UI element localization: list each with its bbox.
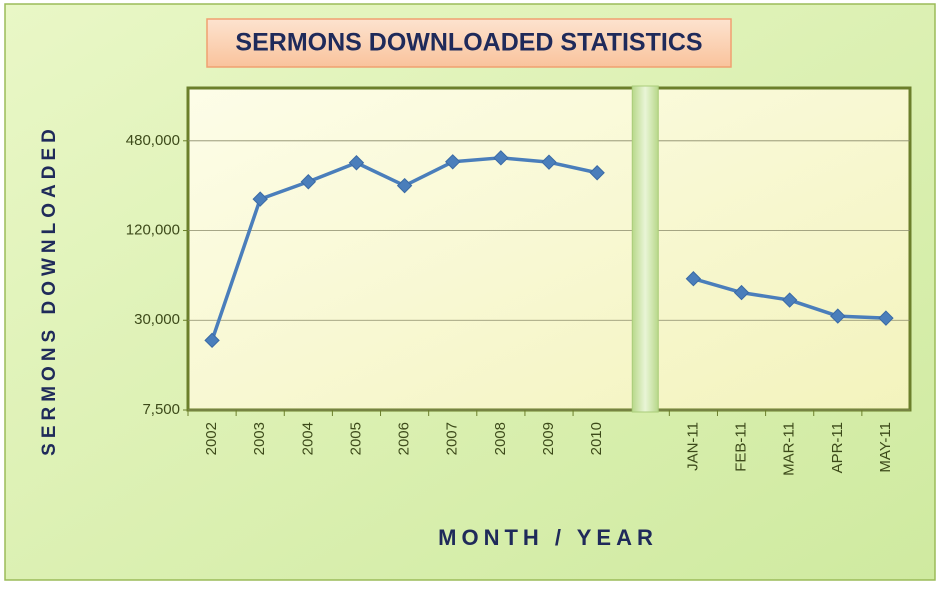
data-point xyxy=(733,284,750,301)
data-point xyxy=(300,174,317,190)
data-point xyxy=(445,154,461,170)
x-tick-label: 2010 xyxy=(588,422,605,455)
data-point xyxy=(589,165,605,181)
data-point xyxy=(878,310,894,326)
y-tick-label: 480,000 xyxy=(126,132,180,149)
data-point xyxy=(204,332,220,349)
y-tick-label: 7,500 xyxy=(142,401,180,418)
x-tick-label: 2005 xyxy=(347,422,364,455)
x-tick-label: 2007 xyxy=(444,422,461,455)
data-point xyxy=(348,155,365,171)
y-tick-label: 30,000 xyxy=(134,311,180,328)
x-tick-label: APR-11 xyxy=(829,422,846,473)
data-point xyxy=(685,271,702,287)
axis-break xyxy=(631,85,659,413)
x-tick-label: 2008 xyxy=(492,422,509,455)
x-tick-label: 2003 xyxy=(251,422,268,455)
data-point xyxy=(830,308,846,324)
x-tick-label: FEB-11 xyxy=(733,422,750,472)
plot-area xyxy=(186,86,912,412)
x-tick-label: MAY-11 xyxy=(877,422,894,473)
data-point xyxy=(541,154,557,170)
x-tick-label: JAN-11 xyxy=(684,422,701,471)
x-tick-label: 2006 xyxy=(396,422,413,455)
x-tick-label: 2004 xyxy=(299,422,316,455)
y-tick-label: 120,000 xyxy=(126,221,180,238)
data-point xyxy=(781,292,798,308)
x-tick-label: 2009 xyxy=(540,422,557,455)
y-axis-title: SERMONS DOWNLOADED xyxy=(39,124,60,456)
x-axis-title: MONTH / YEAR xyxy=(438,525,658,550)
x-tick-label: 2002 xyxy=(203,422,220,455)
data-point xyxy=(493,150,509,166)
chart-title: SERMONS DOWNLOADED STATISTICS xyxy=(235,29,702,57)
data-point xyxy=(396,177,413,194)
title-box xyxy=(206,18,732,68)
x-tick-label: MAR-11 xyxy=(781,422,798,476)
data-point xyxy=(252,191,268,207)
